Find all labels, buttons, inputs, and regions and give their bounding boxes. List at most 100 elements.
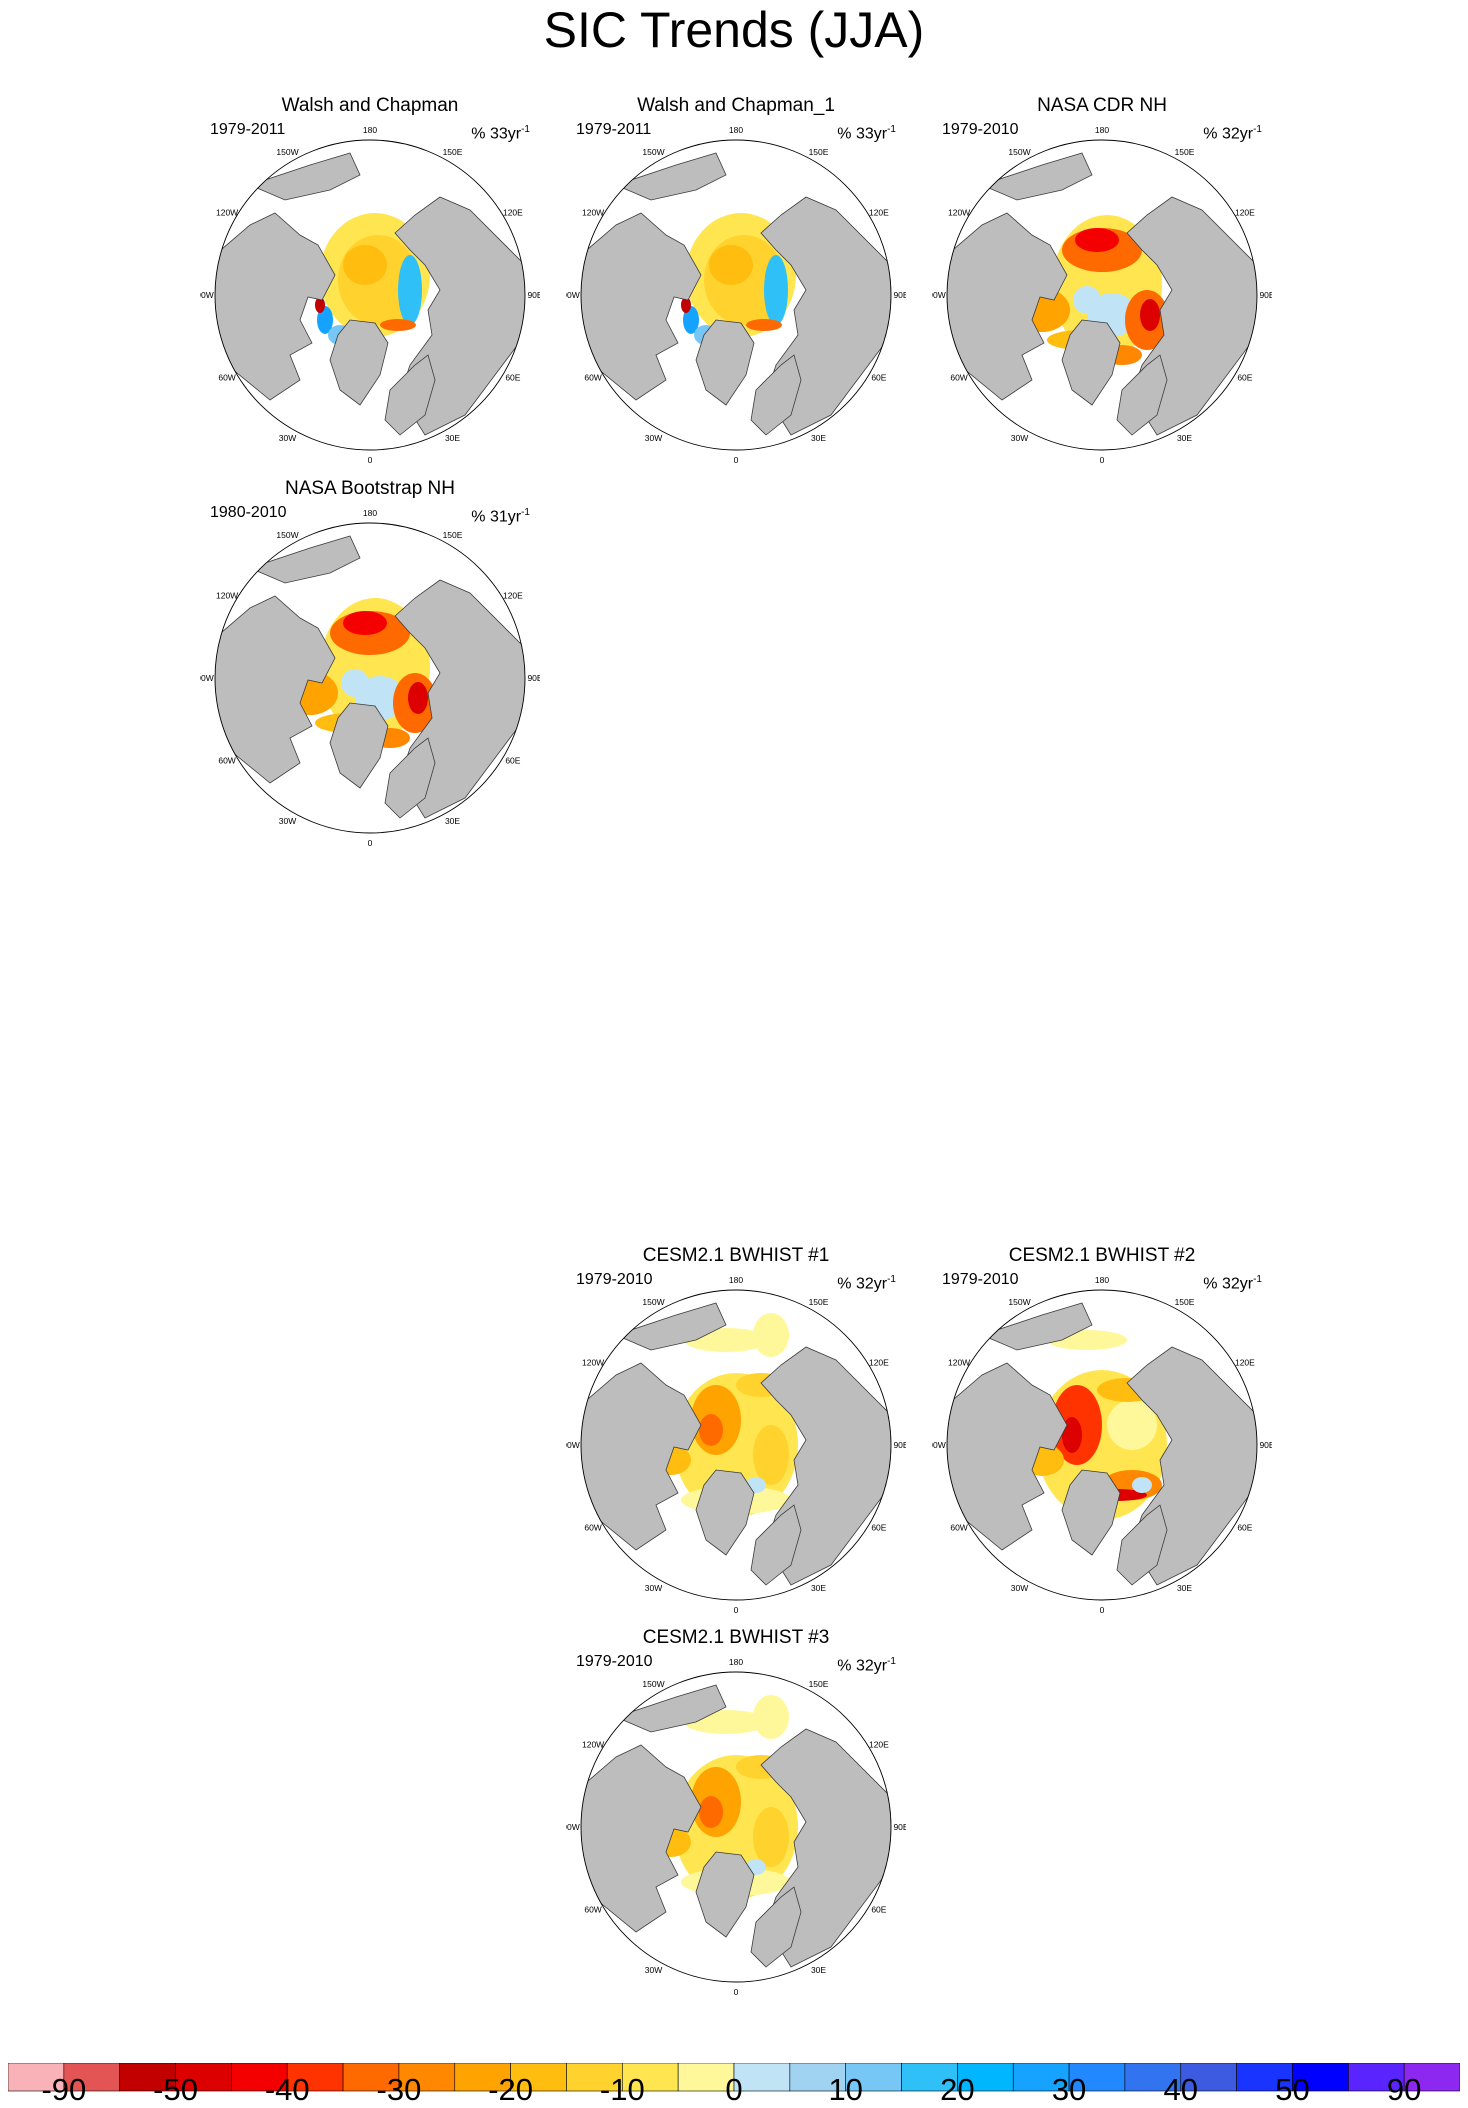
- longitude-label: 180: [363, 508, 377, 518]
- panel-period: 1979-2011: [210, 121, 286, 138]
- longitude-label: 150E: [809, 1679, 829, 1689]
- longitude-label: 180: [1095, 1275, 1109, 1285]
- panel-units: % 32yr-1: [837, 1271, 896, 1293]
- colorbar: [8, 2063, 1460, 2092]
- trend-patch: [709, 245, 753, 285]
- land-mass: [750, 1886, 802, 1968]
- panel-period: 1980-2010: [210, 504, 287, 521]
- panel-period: 1979-2010: [942, 1271, 1019, 1288]
- trend-patch: [341, 669, 369, 697]
- polar-map: 180 150E 120E 90E 60E 30E 0 30W 60W 90W 120W 150W: [566, 125, 906, 465]
- colorbar-bin: [622, 2063, 679, 2092]
- polar-map: 180 150E 120E 90E 60E 30E 0 30W 60W 90W 120W 150W: [932, 1275, 1272, 1615]
- longitude-label: 30E: [445, 816, 460, 826]
- map-border: [214, 522, 526, 834]
- land-mass: [329, 702, 389, 789]
- map-border: [946, 139, 1258, 451]
- longitude-label: 120W: [582, 1358, 604, 1368]
- polar-map: 180 150E 120E 90E 60E 30E 0 30W 60W 90W 120W 150W: [566, 1275, 906, 1615]
- longitude-label: 90W: [566, 1822, 580, 1832]
- map-panel: 180 150E 120E 90E 60E 30E 0 30W 60W 90W 120W 150W C…: [932, 1245, 1272, 1615]
- trend-patch: [315, 297, 325, 313]
- trend-patch: [699, 1414, 723, 1446]
- land-mass: [947, 1362, 1068, 1551]
- colorbar-bin: [398, 2063, 456, 2092]
- colorbar-bin: [119, 2063, 176, 2092]
- land-mass: [614, 1302, 727, 1351]
- longitude-label: 30W: [279, 433, 296, 443]
- map-panel: 180 150E 120E 90E 60E 30E 0 30W 60W 90W 120W 150W N…: [200, 478, 540, 848]
- longitude-label: 30W: [645, 1965, 662, 1975]
- longitude-label: 150W: [1008, 147, 1030, 157]
- longitude-label: 180: [1095, 125, 1109, 135]
- colorbar-bin: [63, 2063, 120, 2092]
- units-value: % 32yr: [1203, 125, 1254, 143]
- longitude-label: 150W: [276, 147, 298, 157]
- land-mass: [980, 1302, 1093, 1351]
- trend-patch: [1073, 286, 1101, 314]
- trend-patch: [343, 611, 387, 635]
- trend-patch: [1075, 228, 1119, 252]
- colorbar-bin: [677, 2063, 735, 2092]
- longitude-label: 90E: [527, 290, 540, 300]
- panel-units: % 32yr-1: [1203, 121, 1262, 143]
- trend-patch: [1140, 299, 1160, 331]
- longitude-label: 30W: [1011, 433, 1028, 443]
- land-mass: [947, 212, 1068, 401]
- land-mass: [695, 319, 755, 406]
- units-value: % 32yr: [837, 1657, 888, 1675]
- colorbar-bin: [1348, 2063, 1405, 2092]
- colorbar-tick-label: -40: [264, 2072, 310, 2107]
- trend-patch: [1062, 1417, 1082, 1453]
- land-mass: [384, 737, 436, 819]
- map-panel: 180 150E 120E 90E 60E 30E 0 30W 60W 90W 120W 150W N…: [932, 95, 1272, 465]
- panel-period: 1979-2010: [576, 1271, 653, 1288]
- panel-title: CESM2.1 BWHIST #2: [1008, 1245, 1196, 1266]
- longitude-label: 60W: [950, 373, 967, 383]
- longitude-label: 90E: [1259, 290, 1272, 300]
- longitude-label: 60W: [584, 373, 601, 383]
- units-exponent: -1: [521, 124, 530, 135]
- longitude-label: 90W: [200, 673, 214, 683]
- trend-patch: [398, 255, 422, 325]
- colorbar-bin: [733, 2063, 791, 2092]
- trend-patch: [681, 297, 691, 313]
- longitude-label: 0: [1100, 1605, 1105, 1615]
- units-value: % 33yr: [471, 125, 522, 143]
- colorbar-tick-label: 0: [725, 2072, 743, 2107]
- colorbar-labels: -90 -50 -40 -30 -20 -10 0 10 20 30 40 50 90: [0, 2073, 1468, 2107]
- longitude-label: 90E: [1259, 1440, 1272, 1450]
- land-mass: [215, 595, 336, 784]
- panel-units: % 32yr-1: [1203, 1271, 1262, 1293]
- polar-map: 180 150E 120E 90E 60E 30E 0 30W 60W 90W 120W 150W: [200, 125, 540, 465]
- longitude-label: 60E: [871, 1523, 886, 1533]
- land-mass: [248, 152, 361, 201]
- panel-period: 1979-2011: [576, 121, 652, 138]
- figure-title: SIC Trends (JJA): [543, 2, 925, 58]
- longitude-label: 30W: [645, 433, 662, 443]
- colorbar-bin: [566, 2063, 623, 2092]
- map-panel: 180 150E 120E 90E 60E 30E 0 30W 60W 90W 120W 150W C…: [566, 1245, 906, 1615]
- land-mass: [581, 1744, 702, 1933]
- longitude-label: 0: [368, 455, 373, 465]
- longitude-label: 60W: [218, 373, 235, 383]
- land-mass: [750, 1504, 802, 1586]
- longitude-label: 180: [729, 125, 743, 135]
- colorbar-bin: [845, 2063, 902, 2092]
- longitude-label: 0: [734, 1987, 739, 1997]
- units-value: % 31yr: [471, 508, 522, 526]
- land-mass: [384, 354, 436, 436]
- longitude-label: 30E: [811, 1583, 826, 1593]
- longitude-label: 150W: [276, 530, 298, 540]
- land-mass: [614, 152, 727, 201]
- colorbar-bin: [454, 2063, 511, 2092]
- longitude-label: 120E: [1235, 208, 1255, 218]
- colorbar-tick-label: 40: [1163, 2072, 1198, 2107]
- units-value: % 33yr: [837, 125, 888, 143]
- longitude-label: 120W: [582, 208, 604, 218]
- colorbar-tick-label: 90: [1386, 2072, 1422, 2107]
- longitude-label: 120W: [948, 1358, 970, 1368]
- trend-patch: [753, 1695, 789, 1739]
- trend-patch: [408, 682, 428, 714]
- longitude-label: 30W: [1011, 1583, 1028, 1593]
